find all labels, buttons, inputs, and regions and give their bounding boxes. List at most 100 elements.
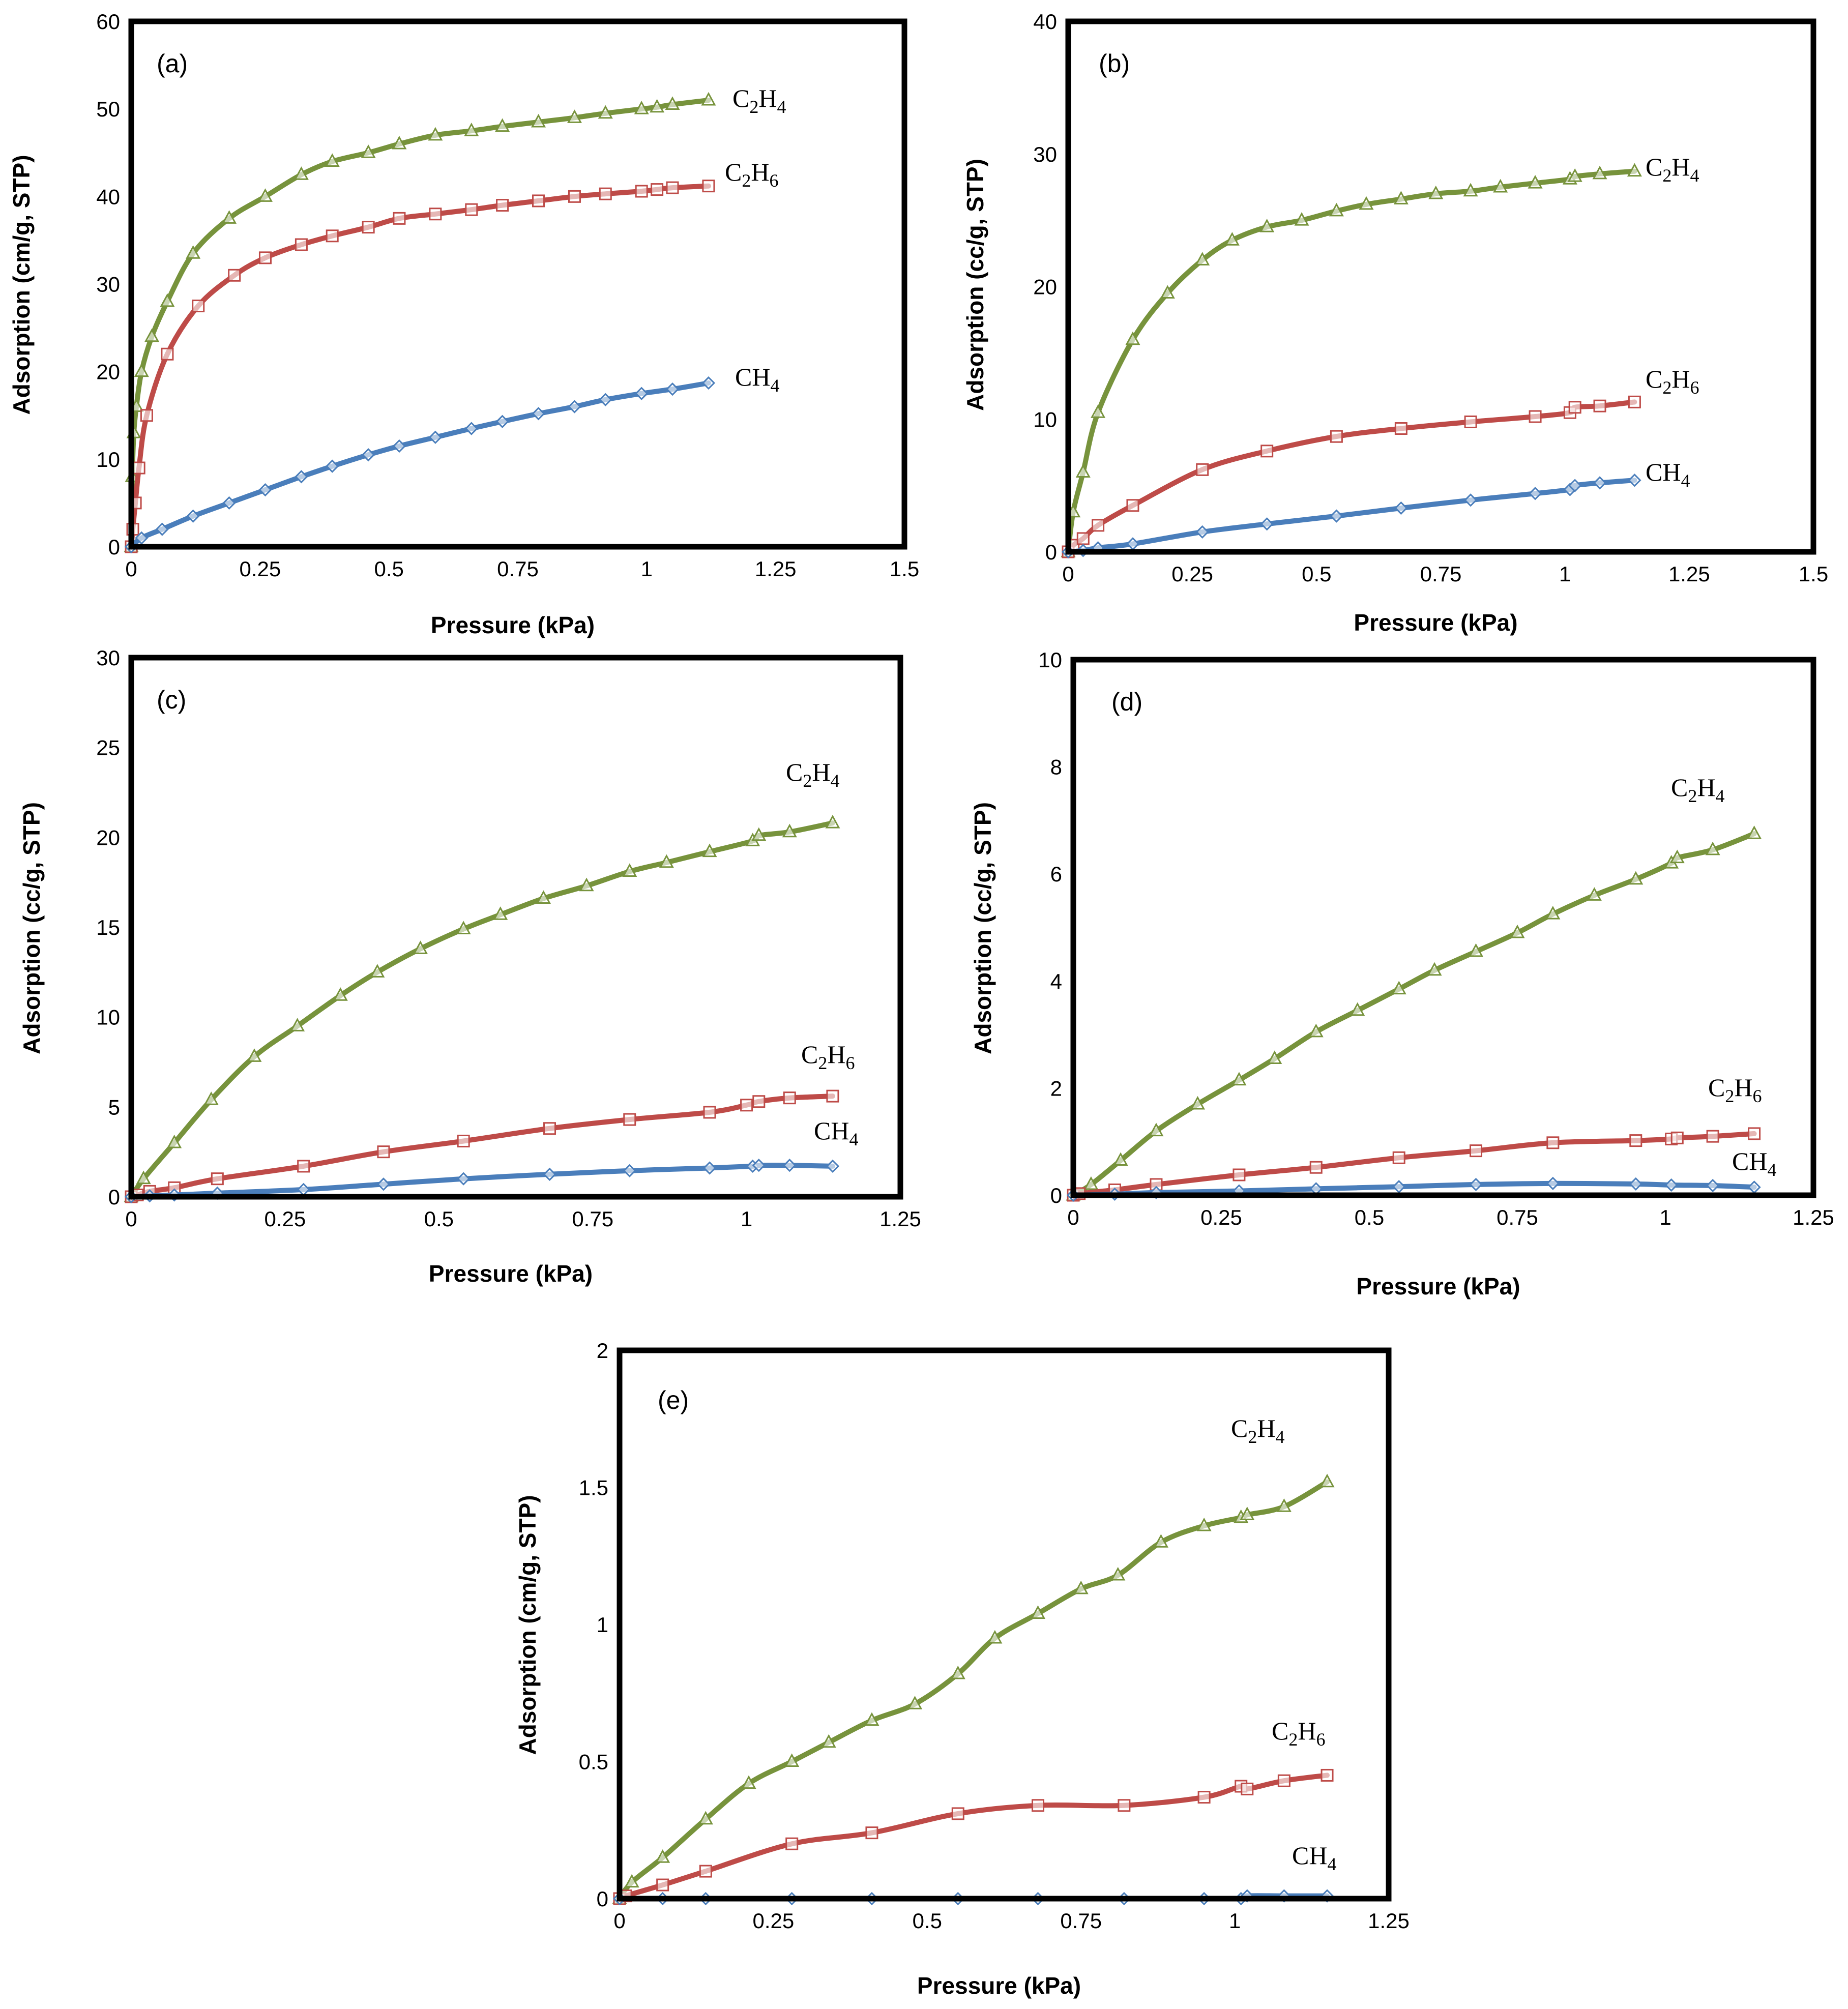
data-point-C2H4 [1592, 165, 1607, 180]
x-tick-label: 1.25 [879, 1207, 921, 1231]
y-tick-label: 5 [108, 1095, 120, 1119]
data-point-C2H6 [1464, 415, 1477, 428]
y-tick-label: 8 [1050, 755, 1062, 779]
data-point-C2H4 [1259, 219, 1275, 232]
data-point-C2H4 [257, 188, 273, 202]
data-point-C2H4 [186, 245, 201, 259]
data-point-C2H4 [567, 109, 582, 123]
data-point-C2H4 [1075, 464, 1091, 478]
x-tick-label: 0 [125, 1207, 137, 1231]
data-point-C2H4 [1463, 183, 1478, 197]
y-tick-label: 6 [1050, 862, 1062, 886]
data-point-C2H6 [1241, 1782, 1254, 1795]
data-point-CH4 [1330, 509, 1343, 523]
y-tick-label: 2 [1050, 1076, 1062, 1100]
data-point-CH4 [258, 483, 272, 497]
data-point-CH4 [326, 459, 339, 473]
data-point-C2H4 [1627, 163, 1642, 177]
data-point-C2H4 [1113, 1152, 1128, 1166]
data-point-C2H4 [247, 1048, 262, 1062]
data-point-C2H4 [290, 1018, 305, 1031]
data-point-CH4 [568, 400, 581, 413]
series-label-C2H4: C2H4 [1671, 773, 1724, 806]
data-point-C2H4 [655, 1849, 670, 1863]
data-point-C2H4 [325, 153, 340, 167]
y-tick-label: 25 [96, 736, 120, 760]
y-tick-label: 0.5 [579, 1750, 608, 1774]
y-tick-label: 2 [597, 1339, 608, 1363]
data-point-C2H4 [1267, 1050, 1282, 1064]
x-tick-label: 0.5 [374, 557, 403, 581]
x-tick-label: 1.5 [1799, 562, 1828, 586]
data-point-C2H6 [295, 238, 308, 251]
data-point-CH4 [543, 1167, 556, 1181]
data-point-C2H4 [456, 921, 471, 935]
data-point-C2H4 [1125, 331, 1140, 345]
data-point-C2H6 [1706, 1130, 1719, 1143]
data-point-C2H6 [1670, 1131, 1684, 1144]
data-point-C2H4 [1545, 906, 1561, 920]
data-point-C2H4 [1567, 168, 1582, 182]
x-tick-label: 0 [1067, 1205, 1079, 1229]
data-point-C2H4 [751, 827, 767, 841]
data-point-C2H6 [1196, 463, 1209, 476]
data-point-C2H4 [144, 328, 160, 342]
data-point-C2H6 [785, 1837, 799, 1850]
x-tick-label: 0 [1062, 562, 1074, 586]
series-line-C2H4 [129, 820, 835, 1199]
data-point-C2H4 [1195, 252, 1210, 265]
data-point-C2H4 [1091, 404, 1106, 418]
data-point-C2H6 [1628, 395, 1641, 408]
data-point-CH4 [623, 1164, 636, 1177]
data-point-C2H6 [1092, 519, 1105, 532]
x-axis-title: Pressure (kPa) [1354, 609, 1517, 636]
data-point-C2H4 [1190, 1096, 1205, 1110]
data-point-C2H4 [1224, 232, 1240, 246]
series-label-CH4: CH4 [1732, 1147, 1776, 1180]
data-point-CH4 [1528, 487, 1542, 500]
data-point-CH4 [1593, 476, 1607, 490]
data-point-C2H6 [1394, 422, 1407, 435]
data-point-CH4 [635, 387, 649, 400]
data-point-C2H6 [465, 203, 478, 216]
y-tick-label: 0 [1050, 1184, 1062, 1207]
x-tick-label: 1.25 [1368, 1909, 1410, 1933]
y-tick-label: 1.5 [579, 1476, 608, 1500]
data-point-C2H6 [543, 1122, 556, 1135]
y-axis-title: Adsorption (cc/g, STP) [970, 802, 996, 1054]
data-point-C2H4 [531, 113, 546, 128]
data-point-C2H6 [496, 199, 509, 212]
data-point-C2H4 [1308, 1023, 1324, 1038]
data-point-C2H4 [950, 1665, 965, 1679]
series-C2H4 [1061, 163, 1642, 557]
data-point-C2H4 [624, 1874, 639, 1888]
series-label-CH4: CH4 [814, 1116, 858, 1149]
data-point-C2H4 [222, 210, 237, 224]
data-point-CH4 [495, 415, 509, 428]
y-tick-label: 0 [108, 1185, 120, 1209]
panel-label: (d) [1111, 688, 1142, 716]
y-tick-label: 20 [1033, 275, 1057, 299]
series-label-CH4: CH4 [1292, 1841, 1336, 1874]
data-point-C2H4 [987, 1630, 1003, 1644]
panel-label: (b) [1099, 49, 1130, 78]
chart-panel-3: 0 5 10 15 20 25 30 0 0.25 0.5 0.75 1 1.25 C2H4 C2H6 CH4… [18, 646, 921, 1287]
data-point-C2H4 [136, 1170, 151, 1185]
x-tick-label: 0 [125, 557, 137, 581]
data-point-C2H6 [951, 1807, 964, 1820]
y-tick-label: 4 [1050, 969, 1062, 993]
x-axis-title: Pressure (kPa) [431, 612, 595, 638]
data-point-C2H4 [1031, 1605, 1046, 1619]
data-point-C2H6 [1593, 399, 1606, 412]
data-point-C2H6 [1277, 1774, 1290, 1787]
data-point-C2H4 [1705, 841, 1720, 855]
data-point-CH4 [428, 430, 442, 444]
data-point-CH4 [1260, 517, 1274, 531]
data-point-CH4 [1568, 479, 1582, 492]
data-point-CH4 [1546, 1176, 1560, 1190]
data-point-C2H4 [1747, 825, 1762, 839]
data-point-C2H6 [740, 1099, 753, 1112]
x-tick-label: 1.25 [755, 557, 797, 581]
data-point-C2H4 [1149, 1122, 1164, 1137]
